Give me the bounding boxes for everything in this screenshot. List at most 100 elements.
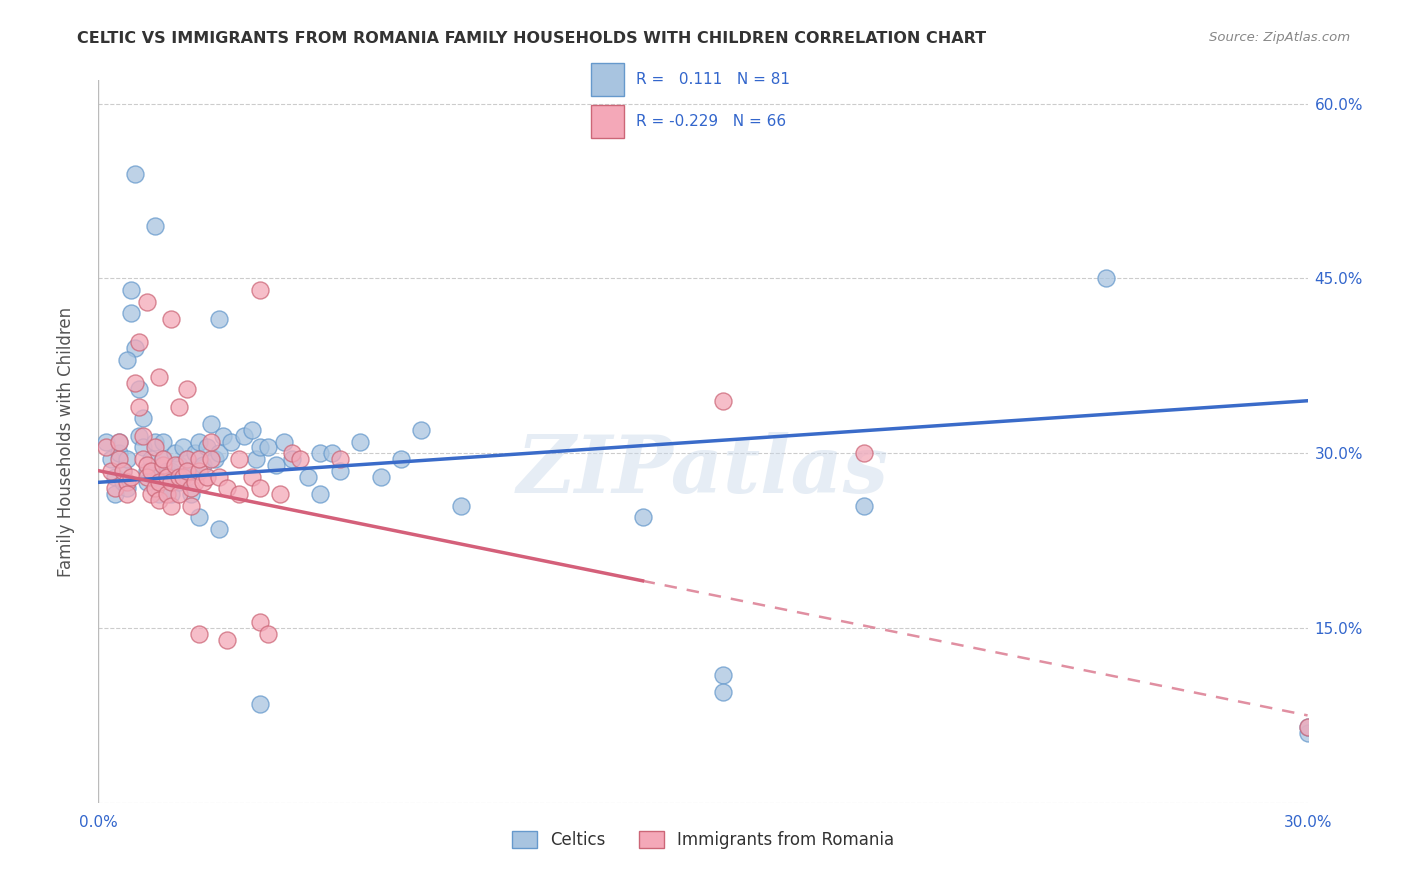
Point xyxy=(167,469,190,483)
Point xyxy=(264,458,287,472)
Point xyxy=(176,452,198,467)
Point xyxy=(180,481,202,495)
Point xyxy=(180,464,202,478)
Point xyxy=(152,458,174,472)
Point xyxy=(176,382,198,396)
Point xyxy=(249,615,271,630)
Point xyxy=(853,446,876,460)
Point xyxy=(193,458,215,472)
Point xyxy=(232,428,254,442)
Point xyxy=(156,469,179,483)
Point xyxy=(309,487,332,501)
Point xyxy=(288,452,311,467)
Point xyxy=(148,492,170,507)
Point xyxy=(152,452,174,467)
Point xyxy=(228,487,250,501)
Point xyxy=(103,469,125,483)
Point xyxy=(176,469,198,483)
Y-axis label: Family Households with Children: Family Households with Children xyxy=(56,307,75,576)
Point xyxy=(111,464,134,478)
Point xyxy=(221,434,243,449)
Point xyxy=(297,469,319,483)
Point xyxy=(107,446,129,460)
Point xyxy=(115,353,138,368)
Point xyxy=(450,499,472,513)
Point xyxy=(329,464,352,478)
Point xyxy=(240,423,263,437)
Point xyxy=(281,446,304,460)
Point xyxy=(172,441,194,455)
Point xyxy=(128,428,150,442)
Point xyxy=(208,469,231,483)
Point xyxy=(120,283,142,297)
Point xyxy=(1095,271,1118,285)
Point xyxy=(172,469,194,483)
Point xyxy=(208,522,231,536)
Point xyxy=(240,469,263,483)
Text: Source: ZipAtlas.com: Source: ZipAtlas.com xyxy=(1209,31,1350,45)
Point xyxy=(156,464,179,478)
Point xyxy=(160,487,183,501)
Point xyxy=(152,452,174,467)
Point xyxy=(132,441,155,455)
Point xyxy=(188,434,211,449)
Point xyxy=(370,469,392,483)
Point xyxy=(167,487,190,501)
Point xyxy=(111,475,134,490)
Point xyxy=(249,441,271,455)
Point xyxy=(200,434,222,449)
Point xyxy=(103,487,125,501)
Point xyxy=(1296,726,1319,740)
Point xyxy=(128,400,150,414)
Point xyxy=(132,428,155,442)
FancyBboxPatch shape xyxy=(591,105,624,138)
Point xyxy=(281,452,304,467)
Point xyxy=(132,411,155,425)
Point xyxy=(135,469,157,483)
Point xyxy=(249,283,271,297)
Legend: Celtics, Immigrants from Romania: Celtics, Immigrants from Romania xyxy=(505,824,901,856)
Point xyxy=(124,167,146,181)
Point xyxy=(217,632,239,647)
Point xyxy=(103,481,125,495)
Point xyxy=(115,487,138,501)
Point xyxy=(269,487,291,501)
Point xyxy=(115,452,138,467)
Point xyxy=(163,458,186,472)
Text: CELTIC VS IMMIGRANTS FROM ROMANIA FAMILY HOUSEHOLDS WITH CHILDREN CORRELATION CH: CELTIC VS IMMIGRANTS FROM ROMANIA FAMILY… xyxy=(77,31,987,46)
Point xyxy=(163,469,186,483)
Point xyxy=(107,434,129,449)
Point xyxy=(143,441,166,455)
Point xyxy=(245,452,267,467)
Point xyxy=(180,487,202,501)
Point xyxy=(167,400,190,414)
Point xyxy=(120,469,142,483)
Point xyxy=(249,697,271,711)
Point xyxy=(1296,720,1319,734)
Point xyxy=(212,428,235,442)
Point xyxy=(115,475,138,490)
Point xyxy=(167,458,190,472)
Point xyxy=(107,434,129,449)
Point xyxy=(208,312,231,326)
Point xyxy=(160,499,183,513)
Point xyxy=(188,510,211,524)
Point xyxy=(256,441,278,455)
Point xyxy=(143,434,166,449)
Point xyxy=(167,475,190,490)
Point xyxy=(107,452,129,467)
Point xyxy=(188,627,211,641)
Point xyxy=(111,464,134,478)
Point xyxy=(135,464,157,478)
Point xyxy=(228,452,250,467)
Point xyxy=(139,452,162,467)
Point xyxy=(853,499,876,513)
Text: R =   0.111   N = 81: R = 0.111 N = 81 xyxy=(636,71,790,87)
Point xyxy=(120,306,142,320)
Point xyxy=(156,481,179,495)
Point xyxy=(409,423,432,437)
Point xyxy=(711,667,734,681)
Point xyxy=(249,481,271,495)
Point xyxy=(195,469,218,483)
Point xyxy=(160,475,183,490)
